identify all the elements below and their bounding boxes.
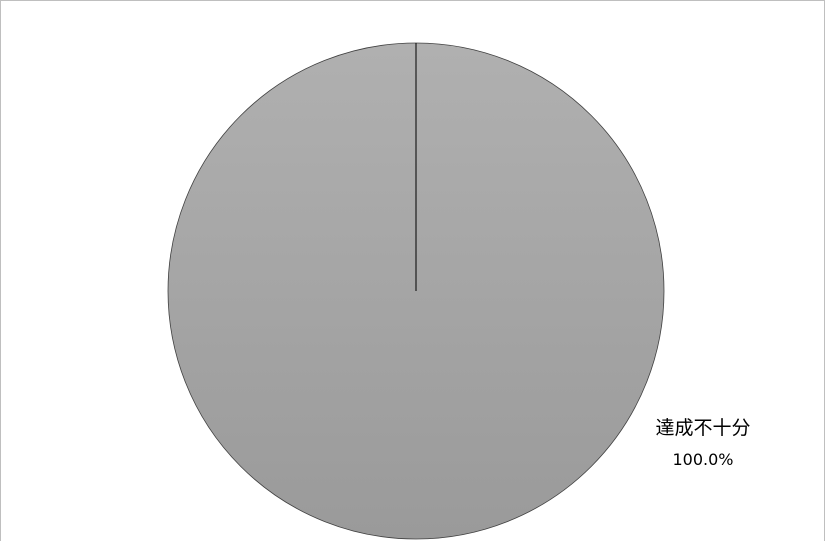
pie-labels: 達成不十分 100.0%	[655, 417, 750, 469]
pie-slices	[167, 42, 665, 540]
slice-percent-label: 100.0%	[672, 450, 733, 469]
slice-category-label: 達成不十分	[655, 417, 750, 439]
